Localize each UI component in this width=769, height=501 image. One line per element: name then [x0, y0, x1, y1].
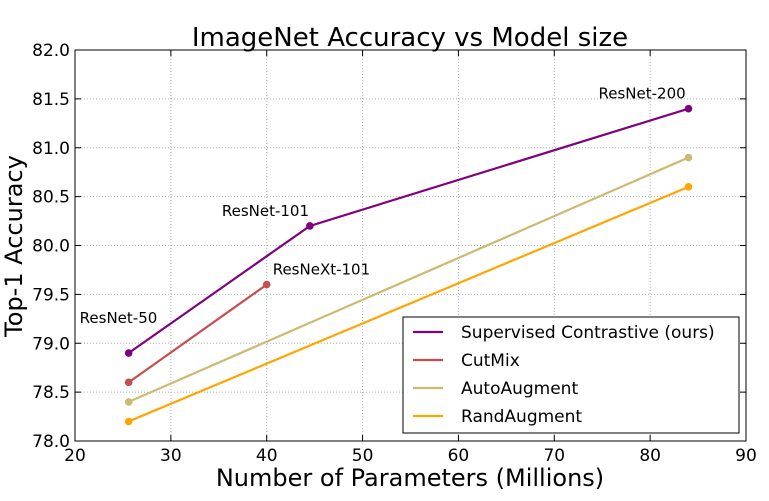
- legend-item: AutoAugment: [413, 379, 578, 399]
- series-group: [124, 104, 693, 426]
- axis-ticks: 20 30 40 50 60 70 80 90 78.0 78.5 79.0 79.5 80.0 80.5…: [32, 41, 757, 466]
- annotation-resnet-50: ResNet-50: [80, 309, 158, 327]
- data-point: [262, 280, 271, 289]
- annotation-resnet-200: ResNet-200: [598, 85, 685, 103]
- data-point: [684, 153, 693, 162]
- series-line: [128, 185, 689, 423]
- legend-label: Supervised Contrastive (ours): [461, 323, 715, 343]
- y-tick-label: 78.0: [32, 432, 70, 452]
- y-tick-label: 78.5: [32, 383, 70, 403]
- y-tick-label: 81.5: [32, 90, 70, 110]
- annotations: ResNet-50 ResNet-101 ResNeXt-101 ResNet-200: [80, 85, 686, 327]
- legend-box: [402, 316, 740, 434]
- x-tick-label: 30: [160, 446, 182, 466]
- legend-item: RandAugment: [413, 407, 582, 427]
- y-axis-title: Top-1 Accuracy: [0, 155, 28, 338]
- y-tick-label: 82.0: [32, 41, 70, 61]
- y-tick-label: 80.0: [32, 237, 70, 257]
- annotation-resnext-101: ResNeXt-101: [273, 261, 370, 279]
- series-autoaugment: [124, 153, 693, 406]
- data-point: [306, 222, 314, 230]
- series-line: [128, 156, 689, 403]
- x-axis-title: Number of Parameters (Millions): [216, 464, 604, 492]
- annotation-resnet-101: ResNet-101: [222, 202, 309, 220]
- data-point: [124, 378, 133, 387]
- x-tick-label: 90: [735, 446, 757, 466]
- legend-label: AutoAugment: [461, 379, 578, 399]
- y-tick-label: 81.0: [32, 139, 70, 159]
- data-point: [124, 417, 133, 426]
- x-tick-label: 50: [352, 446, 374, 466]
- series-supervised-contrastive-ours: [124, 104, 693, 357]
- data-point: [124, 398, 133, 406]
- x-tick-label: 60: [448, 446, 470, 466]
- data-point: [684, 183, 693, 191]
- legend-item: Supervised Contrastive (ours): [413, 323, 715, 343]
- x-tick-label: 20: [64, 446, 86, 466]
- y-tick-label: 79.5: [32, 285, 70, 305]
- y-tick-label: 79.0: [32, 334, 70, 354]
- data-point: [124, 349, 133, 357]
- series-cutmix: [124, 280, 271, 387]
- x-tick-label: 40: [256, 446, 278, 466]
- legend-item: CutMix: [413, 351, 520, 371]
- data-point: [684, 104, 693, 113]
- chart-title: ImageNet Accuracy vs Model size: [192, 23, 628, 53]
- x-tick-label: 70: [543, 446, 565, 466]
- x-tick-label: 80: [639, 446, 661, 466]
- legend: Supervised Contrastive (ours) CutMix AutoA…: [402, 316, 740, 434]
- y-tick-label: 80.5: [32, 188, 70, 208]
- series-line: [128, 283, 268, 384]
- legend-label: CutMix: [461, 351, 520, 371]
- legend-label: RandAugment: [461, 407, 582, 427]
- series-randaugment: [124, 183, 693, 426]
